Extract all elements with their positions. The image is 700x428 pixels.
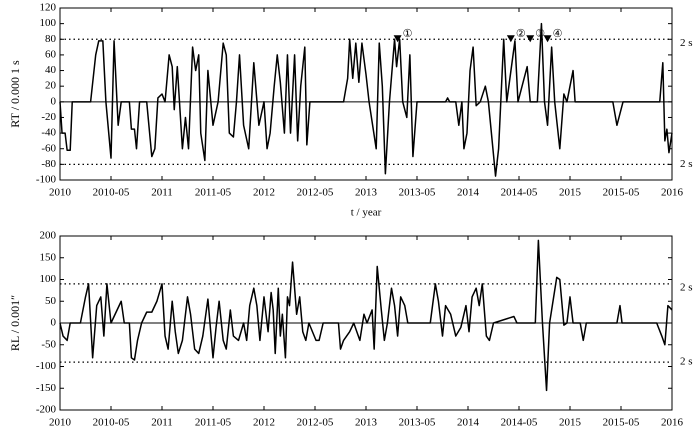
annotation-label: ① <box>403 28 413 40</box>
annotation-label: ② <box>516 28 526 40</box>
y-tick-label: -150 <box>36 382 57 394</box>
x-tick-label: 2013-05 <box>399 417 436 428</box>
y-tick-label: 40 <box>45 64 57 76</box>
x-tick-label: 2012 <box>253 187 275 199</box>
x-tick-label: 2011-05 <box>195 187 232 199</box>
y-tick-label: -80 <box>41 158 56 170</box>
x-tick-label: 2014 <box>457 417 480 428</box>
y-tick-label: -200 <box>36 404 57 416</box>
x-tick-label: 2014-05 <box>501 417 538 428</box>
data-line <box>59 22 673 177</box>
y-tick-label: 100 <box>40 17 57 29</box>
x-tick-label: 2011-05 <box>195 417 232 428</box>
y-axis-label: RT / 0.000 1 s <box>8 60 22 128</box>
reference-label: 2 s <box>680 158 693 170</box>
x-tick-label: 2014 <box>457 187 480 199</box>
x-tick-label: 2015 <box>559 417 582 428</box>
reference-label: 2 s <box>680 37 693 49</box>
x-tick-label: 2014-05 <box>501 187 538 199</box>
y-tick-label: 0 <box>51 95 57 107</box>
x-tick-label: 2012 <box>253 417 275 428</box>
y-tick-label: 80 <box>45 33 57 45</box>
y-tick-label: 100 <box>40 273 57 285</box>
x-axis-label: t / year <box>351 207 382 219</box>
annotation-marker <box>526 35 535 43</box>
x-tick-label: 2013 <box>355 187 378 199</box>
x-tick-label: 2012-05 <box>297 417 334 428</box>
reference-label: 2 s <box>680 356 693 368</box>
annotation-marker <box>506 35 515 43</box>
y-tick-label: -40 <box>41 127 56 139</box>
x-tick-label: 2010 <box>49 187 72 199</box>
x-tick-label: 2010 <box>49 417 72 428</box>
annotation-marker <box>543 35 552 43</box>
annotation-label: ④ <box>553 28 563 40</box>
y-tick-label: 60 <box>45 48 57 60</box>
x-tick-label: 2015-05 <box>603 417 640 428</box>
x-tick-label: 2015-05 <box>603 187 640 199</box>
y-tick-label: -100 <box>36 360 57 372</box>
data-line <box>59 239 673 392</box>
y-tick-label: -50 <box>41 338 56 350</box>
x-tick-label: 2013 <box>355 417 378 428</box>
x-tick-label: 2012-05 <box>297 187 334 199</box>
y-tick-label: 20 <box>45 80 57 92</box>
y-axis-label: RL / 0.001″ <box>8 295 22 351</box>
reference-label: 2 s <box>680 281 693 293</box>
x-tick-label: 2010-05 <box>93 187 130 199</box>
x-tick-label: 2013-05 <box>399 187 436 199</box>
y-tick-label: -60 <box>41 142 56 154</box>
x-tick-label: 2011 <box>151 187 173 199</box>
y-tick-label: -20 <box>41 111 56 123</box>
x-tick-label: 2011 <box>151 417 173 428</box>
y-tick-label: 150 <box>40 251 57 263</box>
y-tick-label: 120 <box>40 2 57 14</box>
x-tick-label: 2015 <box>559 187 582 199</box>
annotation-label: ③ <box>535 28 545 40</box>
x-tick-label: 2010-05 <box>93 417 130 428</box>
y-tick-label: 0 <box>51 317 57 329</box>
x-tick-label: 2016 <box>661 417 684 428</box>
y-tick-label: -100 <box>36 174 57 186</box>
y-tick-label: 200 <box>40 230 57 242</box>
annotation-marker <box>393 35 402 43</box>
x-tick-label: 2016 <box>661 187 684 199</box>
y-tick-label: 50 <box>45 295 57 307</box>
